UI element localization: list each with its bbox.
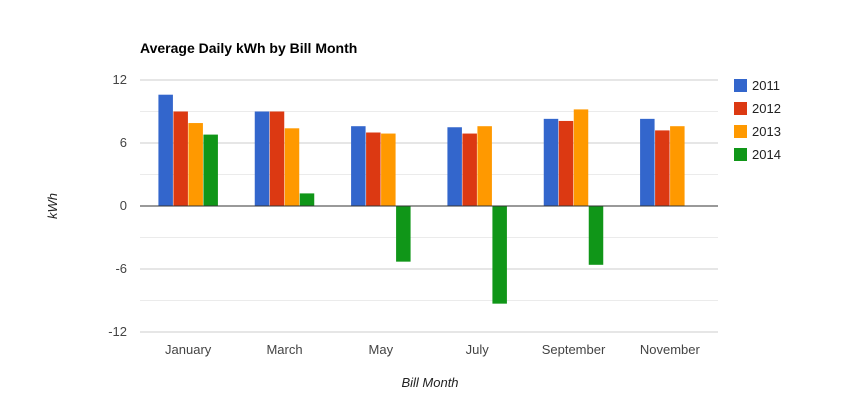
legend-label-2012: 2012 (752, 101, 781, 116)
x-tick-label: May (369, 342, 394, 357)
legend-label-2014: 2014 (752, 147, 781, 162)
y-tick-label: 0 (120, 198, 127, 213)
y-tick-label: -6 (115, 261, 127, 276)
bar-2011-may (351, 126, 366, 206)
x-tick-label: November (640, 342, 701, 357)
bar-2014-january (203, 134, 218, 206)
x-tick-label: September (542, 342, 606, 357)
bar-2012-march (269, 111, 285, 206)
x-tick-label: March (266, 342, 302, 357)
bar-2013-may (381, 133, 396, 206)
legend-swatch-2013 (734, 125, 747, 138)
bars (158, 94, 685, 304)
x-tick-label: July (466, 342, 490, 357)
bar-2013-march (284, 128, 300, 206)
gridlines (140, 79, 718, 333)
legend-swatch-2012 (734, 102, 747, 115)
bar-2013-january (188, 123, 203, 206)
bar-2011-september (543, 118, 559, 206)
bar-2014-july (492, 206, 507, 304)
chart-title: Average Daily kWh by Bill Month (140, 40, 357, 56)
y-tick-label: 12 (113, 72, 127, 87)
legend-label-2013: 2013 (752, 124, 781, 139)
bar-2013-july (477, 126, 492, 206)
bar-2012-july (462, 133, 477, 206)
bar-2012-january (173, 111, 188, 206)
bar-2012-september (558, 120, 574, 206)
x-axis-ticks: January March May July September November (165, 342, 700, 357)
bar-2014-september (588, 206, 604, 265)
x-tick-label: January (165, 342, 212, 357)
y-tick-label: -12 (108, 324, 127, 339)
bar-2012-november (655, 130, 670, 206)
bar-2011-november (640, 118, 655, 206)
bar-2014-may (396, 206, 411, 262)
bar-2012-may (366, 132, 381, 206)
bar-2011-march (254, 111, 270, 206)
bar-2011-january (158, 94, 173, 206)
bar-2013-november (670, 126, 685, 206)
legend-label-2011: 2011 (752, 78, 780, 93)
x-axis-title: Bill Month (401, 375, 458, 390)
legend-swatch-2014 (734, 148, 747, 161)
bar-2013-september (573, 109, 589, 206)
legend-swatch-2011 (734, 79, 747, 92)
bar-2011-july (447, 127, 462, 206)
y-axis-ticks: 12 6 0 -6 -12 (108, 72, 127, 339)
bar-2014-march (299, 193, 315, 206)
legend: 2011 2012 2013 2014 (734, 78, 781, 162)
y-tick-label: 6 (120, 135, 127, 150)
y-axis-title: kWh (45, 193, 60, 219)
